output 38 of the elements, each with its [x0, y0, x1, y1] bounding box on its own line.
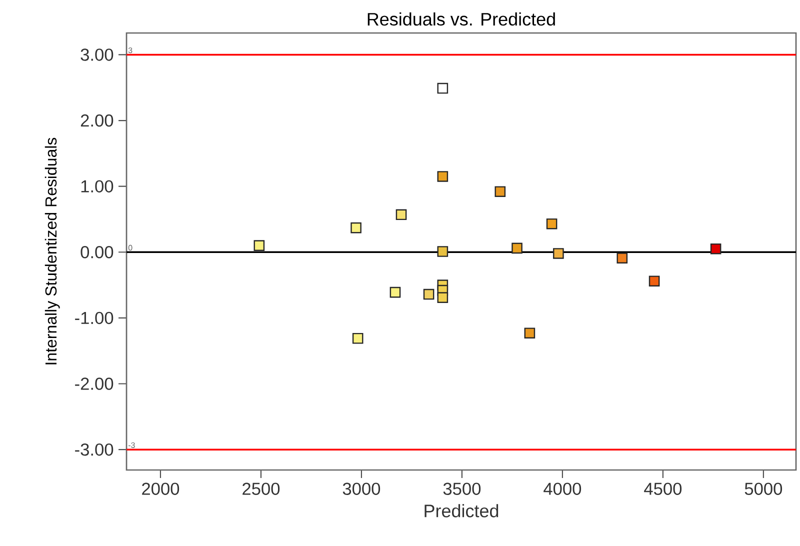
y-tick-label: -3.00 — [75, 443, 114, 456]
point — [350, 222, 362, 234]
point — [494, 186, 506, 198]
x-tick-label: 4000 — [544, 482, 582, 495]
point — [437, 246, 448, 257]
x-tick-label: 2000 — [142, 482, 180, 495]
point — [546, 218, 558, 230]
y-axis-title: Internally Studentized Residuals — [44, 138, 60, 364]
y-tick-label: 2.00 — [80, 114, 114, 127]
point — [512, 242, 522, 254]
point — [437, 171, 448, 182]
x-axis-title: Predicted — [424, 504, 498, 518]
ref-line-label: -3 — [128, 442, 135, 448]
x-tick-label: 3500 — [443, 482, 481, 495]
point — [553, 248, 564, 259]
y-tick-label: 1.00 — [81, 180, 114, 192]
y-tick-label: 3.00 — [80, 48, 114, 61]
x-tick-label: 2500 — [242, 482, 280, 495]
ref-line-label: 0 — [128, 244, 132, 251]
point — [396, 209, 407, 220]
point — [437, 82, 448, 94]
point — [710, 243, 722, 254]
chart-title: Residuals vs. Predicted — [368, 12, 555, 26]
y-tick-label: 0.00 — [80, 246, 114, 258]
y-tick-label: -1.00 — [75, 312, 114, 324]
point — [423, 288, 434, 300]
point — [616, 252, 628, 264]
point — [648, 276, 660, 287]
point — [352, 332, 364, 344]
x-tick-label: 4500 — [644, 482, 682, 495]
point — [254, 240, 265, 251]
x-tick-label: 3000 — [342, 482, 380, 495]
y-tick-label: -2.00 — [75, 378, 114, 390]
point — [524, 328, 536, 338]
point — [390, 286, 401, 298]
point — [437, 292, 448, 303]
ref-line-label: 3 — [128, 47, 132, 54]
x-tick-label: 5000 — [744, 482, 782, 495]
